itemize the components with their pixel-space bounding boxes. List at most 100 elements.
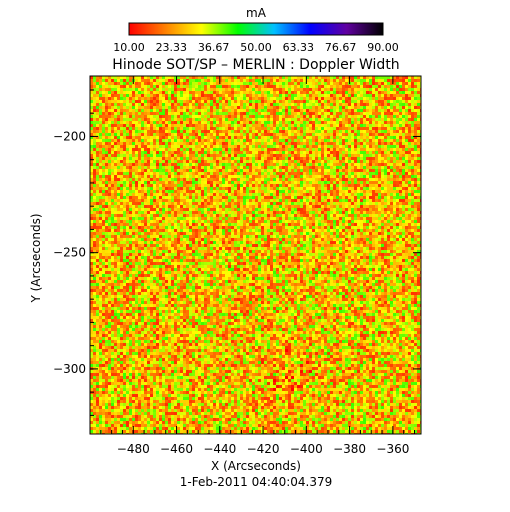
heatmap-cell <box>393 115 396 118</box>
heatmap-cell <box>360 175 363 178</box>
heatmap-cell <box>306 178 309 181</box>
heatmap-cell <box>120 202 123 205</box>
heatmap-cell <box>369 91 372 94</box>
heatmap-cell <box>243 181 246 184</box>
heatmap-cell <box>117 169 120 172</box>
heatmap-cell <box>333 166 336 169</box>
heatmap-cell <box>219 166 222 169</box>
heatmap-cell <box>402 97 405 100</box>
heatmap-cell <box>222 190 225 193</box>
heatmap-cell <box>378 136 381 139</box>
heatmap-cell <box>144 124 147 127</box>
heatmap-cell <box>324 91 327 94</box>
heatmap-cell <box>342 139 345 142</box>
heatmap-cell <box>417 106 420 109</box>
heatmap-cell <box>156 121 159 124</box>
heatmap-cell <box>417 178 420 181</box>
heatmap-cell <box>168 199 171 202</box>
heatmap-cell <box>294 115 297 118</box>
heatmap-cell <box>378 205 381 208</box>
heatmap-cell <box>411 205 414 208</box>
heatmap-cell <box>198 190 201 193</box>
heatmap-cell <box>123 208 126 211</box>
heatmap-cell <box>342 196 345 199</box>
heatmap-cell <box>276 124 279 127</box>
heatmap-cell <box>246 124 249 127</box>
heatmap-cell <box>189 202 192 205</box>
heatmap-cell <box>123 127 126 130</box>
heatmap-cell <box>207 205 210 208</box>
heatmap-cell <box>372 193 375 196</box>
heatmap-cell <box>360 181 363 184</box>
heatmap-cell <box>138 97 141 100</box>
heatmap-cell <box>405 184 408 187</box>
heatmap-cell <box>285 169 288 172</box>
heatmap-cell <box>90 193 93 196</box>
heatmap-cell <box>393 76 396 79</box>
heatmap-cell <box>321 172 324 175</box>
heatmap-cell <box>165 121 168 124</box>
heatmap-cell <box>246 199 249 202</box>
heatmap-cell <box>216 139 219 142</box>
heatmap-cell <box>258 115 261 118</box>
heatmap-cell <box>96 151 99 154</box>
heatmap-cell <box>147 199 150 202</box>
heatmap-cell <box>306 208 309 211</box>
heatmap-cell <box>210 163 213 166</box>
heatmap-cell <box>132 133 135 136</box>
heatmap-cell <box>324 103 327 106</box>
heatmap-cell <box>135 148 138 151</box>
heatmap-cell <box>267 136 270 139</box>
heatmap-cell <box>180 109 183 112</box>
heatmap-cell <box>168 127 171 130</box>
heatmap-cell <box>159 106 162 109</box>
heatmap-cell <box>195 190 198 193</box>
heatmap-cell <box>177 118 180 121</box>
heatmap-cell <box>327 124 330 127</box>
heatmap-cell <box>213 190 216 193</box>
heatmap-cell <box>339 118 342 121</box>
heatmap-cell <box>390 208 393 211</box>
heatmap-cell <box>204 163 207 166</box>
heatmap-cell <box>246 142 249 145</box>
heatmap-cell <box>141 181 144 184</box>
heatmap-cell <box>153 82 156 85</box>
heatmap-cell <box>201 130 204 133</box>
heatmap-cell <box>114 160 117 163</box>
heatmap-cell <box>414 166 417 169</box>
heatmap-cell <box>411 97 414 100</box>
heatmap-cell <box>402 124 405 127</box>
heatmap-cell <box>171 127 174 130</box>
heatmap-cell <box>237 133 240 136</box>
heatmap-cell <box>168 115 171 118</box>
heatmap-cell <box>360 199 363 202</box>
heatmap-cell <box>324 154 327 157</box>
heatmap-cell <box>357 109 360 112</box>
heatmap-cell <box>141 76 144 79</box>
heatmap-cell <box>150 166 153 169</box>
heatmap-cell <box>201 181 204 184</box>
heatmap-cell <box>324 193 327 196</box>
heatmap-cell <box>138 208 141 211</box>
heatmap-cell <box>204 193 207 196</box>
heatmap-cell <box>387 133 390 136</box>
heatmap-cell <box>255 124 258 127</box>
heatmap-cell <box>255 97 258 100</box>
heatmap-cell <box>189 121 192 124</box>
heatmap-cell <box>297 142 300 145</box>
heatmap-cell <box>222 196 225 199</box>
heatmap-cell <box>333 136 336 139</box>
heatmap-cell <box>174 103 177 106</box>
heatmap-cell <box>348 103 351 106</box>
heatmap-cell <box>273 178 276 181</box>
heatmap-cell <box>234 199 237 202</box>
heatmap-cell <box>300 190 303 193</box>
heatmap-cell <box>390 82 393 85</box>
heatmap-cell <box>402 130 405 133</box>
heatmap-cell <box>225 130 228 133</box>
heatmap-cell <box>258 130 261 133</box>
heatmap-cell <box>393 187 396 190</box>
heatmap-cell <box>132 157 135 160</box>
heatmap-cell <box>117 196 120 199</box>
heatmap-cell <box>114 151 117 154</box>
